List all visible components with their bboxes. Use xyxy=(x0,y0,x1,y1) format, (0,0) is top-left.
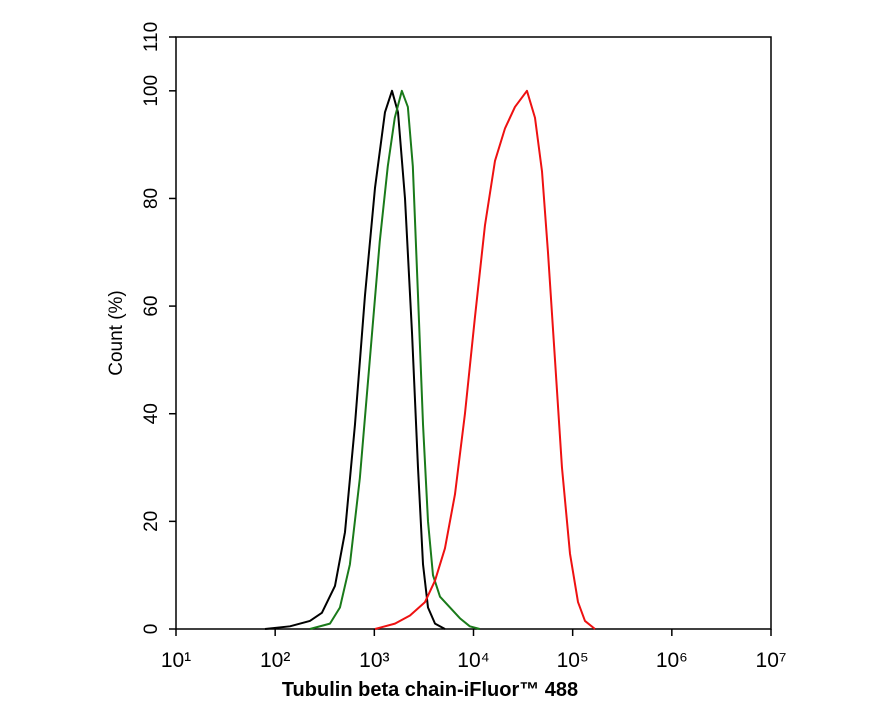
x-tick-label: 10¹ xyxy=(161,649,191,672)
x-tick-label: 10⁶ xyxy=(656,649,688,672)
x-axis-label: Tubulin beta chain-iFluor™ 488 xyxy=(282,679,578,701)
y-tick-label: 40 xyxy=(141,403,162,424)
histogram-line xyxy=(374,89,596,630)
x-tick-label: 10² xyxy=(260,649,290,672)
x-tick-label: 10³ xyxy=(359,649,389,672)
y-tick-label: 0 xyxy=(141,624,162,635)
histogram-line xyxy=(264,89,446,630)
x-tick-label: 10⁵ xyxy=(557,649,589,672)
y-axis-label: Count (%) xyxy=(106,290,127,376)
y-tick-label: 110 xyxy=(141,22,162,52)
x-tick-label: 10⁴ xyxy=(457,649,489,672)
histogram-line xyxy=(309,89,481,630)
y-tick-label: 80 xyxy=(141,188,162,209)
x-tick-label: 10⁷ xyxy=(756,649,787,672)
y-tick-label: 20 xyxy=(141,511,162,532)
y-tick-label: 100 xyxy=(141,75,162,107)
y-tick-label: 60 xyxy=(141,296,162,317)
